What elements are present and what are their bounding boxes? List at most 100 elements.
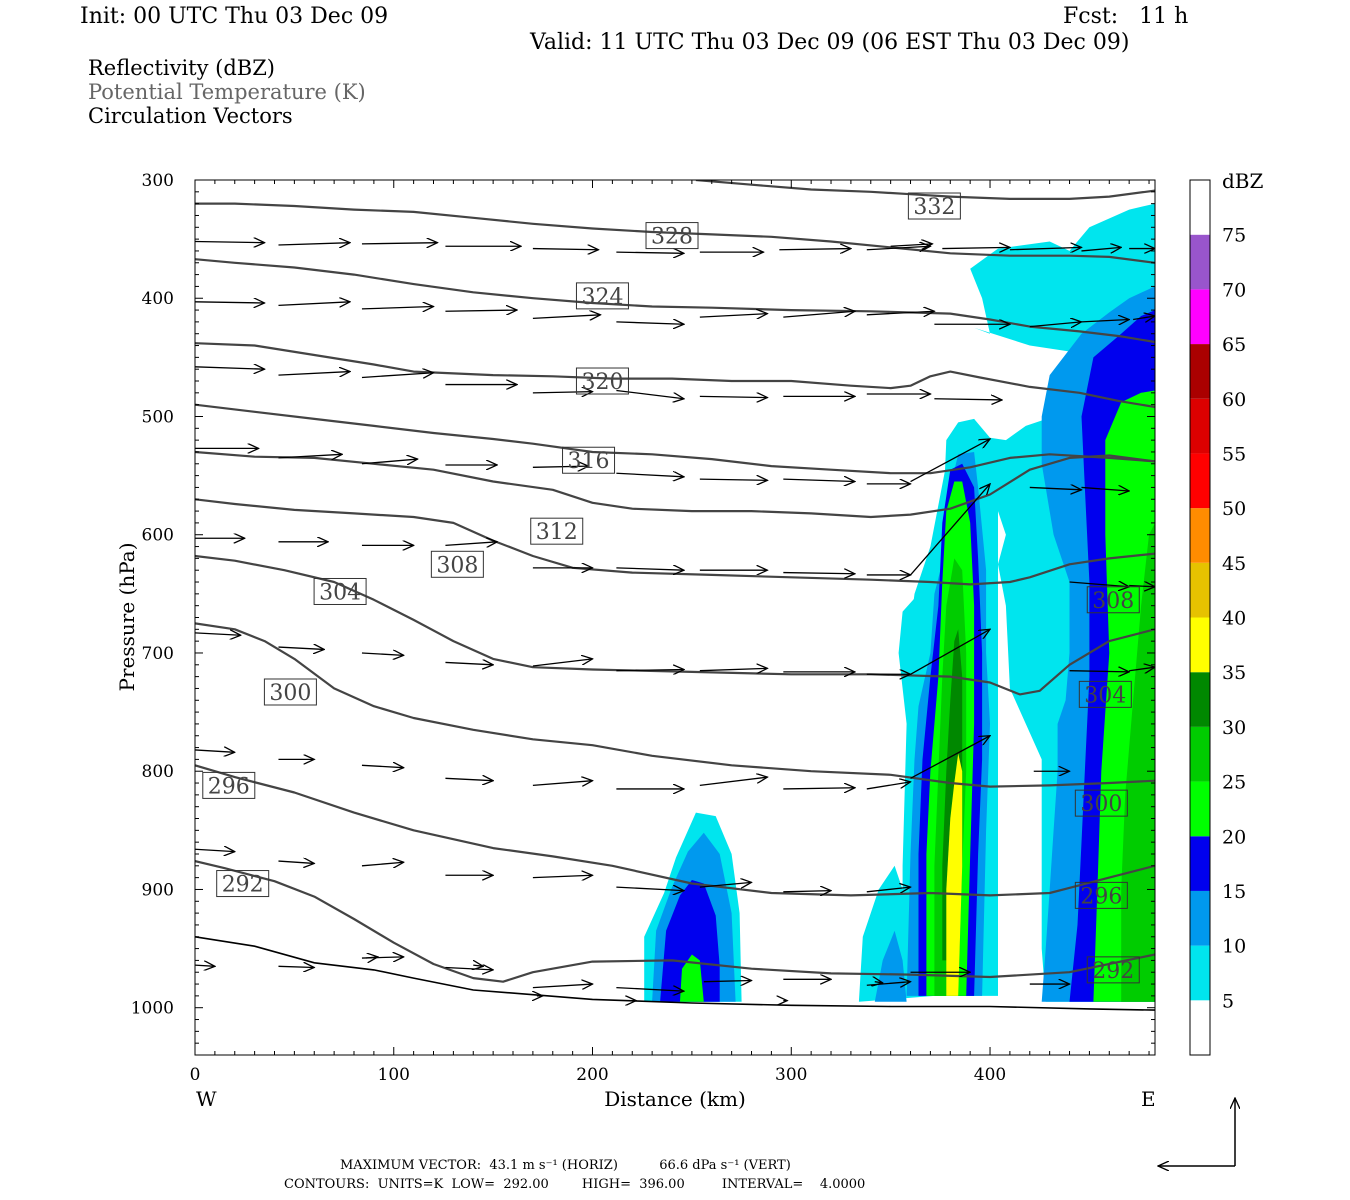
theta-label-text: 304 <box>1084 683 1126 708</box>
contours-note: CONTOURS: UNITS=K LOW= 292.00 HIGH= 396.… <box>284 1177 866 1192</box>
circulation-vector <box>783 311 855 318</box>
circulation-vector <box>1133 316 1155 320</box>
colorbar-label: 35 <box>1222 662 1246 684</box>
colorbar-label: 15 <box>1222 881 1246 903</box>
y-axis-title: Pressure (hPa) <box>115 543 139 692</box>
circulation-vector <box>195 241 265 242</box>
theta-label-text: 320 <box>581 370 623 395</box>
circulation-vector <box>1129 586 1155 587</box>
circulation-vector <box>783 573 855 574</box>
theta-contour-312 <box>195 450 1155 519</box>
colorbar-swatch <box>1190 180 1210 235</box>
circulation-vector <box>699 314 768 318</box>
circulation-vector <box>278 861 314 863</box>
theta-label-box <box>1078 680 1132 708</box>
circulation-vector <box>866 246 931 250</box>
theta-label-316: 316 <box>562 446 616 474</box>
theta-label-box <box>430 550 484 578</box>
circulation-vector <box>361 243 438 244</box>
colorbar-label: 45 <box>1222 553 1246 575</box>
colorbar-swatch <box>1190 672 1210 727</box>
theta-label-296: 296 <box>1074 881 1128 909</box>
circulation-vector <box>699 777 768 787</box>
circulation-vector <box>445 662 493 664</box>
circulation-vector <box>616 322 684 324</box>
y-tick-label: 400 <box>142 289 174 309</box>
circulation-vector <box>532 315 601 319</box>
theta-label-box <box>575 282 629 310</box>
colorbar-label: 75 <box>1222 225 1246 247</box>
x-tick-label: 0 <box>190 1065 201 1085</box>
y-tick-label: 900 <box>142 880 174 900</box>
y-tick-label: 500 <box>142 407 174 427</box>
theta-label-text: 300 <box>269 681 311 706</box>
west-label: W <box>196 1087 217 1111</box>
reference-vector-icon <box>1158 1098 1235 1166</box>
theta-label-292: 292 <box>216 870 270 898</box>
colorbar-label: 25 <box>1222 772 1246 794</box>
colorbar-label: 50 <box>1222 498 1246 520</box>
circulation-vector <box>699 668 768 670</box>
colorbar-label: 60 <box>1222 389 1246 411</box>
theta-label-text: 300 <box>1080 792 1122 817</box>
circulation-vector <box>278 372 350 376</box>
circulation-vector <box>361 307 434 309</box>
colorbar-swatch <box>1190 344 1210 399</box>
y-tick-label: 300 <box>142 171 174 191</box>
colorbar-swatch <box>1190 562 1210 618</box>
circulation-vector <box>699 882 752 887</box>
colorbar-label: 5 <box>1222 990 1234 1012</box>
theta-label-box <box>907 192 961 220</box>
y-tick-label: 1000 <box>131 999 174 1019</box>
colorbar-label: 20 <box>1222 826 1246 848</box>
circulation-vector <box>866 782 911 790</box>
theta-label-box <box>645 222 699 250</box>
circulation-vector <box>1069 671 1130 672</box>
circulation-vector <box>445 542 497 546</box>
circulation-vector <box>616 473 684 477</box>
circulation-vector <box>532 781 593 786</box>
theta-label-308: 308 <box>1086 586 1140 614</box>
x-axis-title: Distance (km) <box>604 1087 746 1111</box>
circulation-vector <box>361 373 434 378</box>
circulation-vector <box>365 957 378 958</box>
circulation-vector <box>361 765 404 767</box>
x-tick-label: 200 <box>576 1065 608 1085</box>
colorbar-swatch <box>1190 1000 1210 1055</box>
theta-label-box <box>575 367 629 395</box>
theta-label-304: 304 <box>313 577 367 605</box>
vectors-field-label: Circulation Vectors <box>88 104 293 128</box>
theta-label-text: 316 <box>568 449 610 474</box>
colorbar-swatch <box>1190 453 1210 509</box>
x-tick-label: 400 <box>974 1065 1006 1085</box>
theta-label-304: 304 <box>1078 680 1132 708</box>
theta-field-label: Potential Temperature (K) <box>88 80 366 104</box>
circulation-vector <box>783 479 855 481</box>
circulation-vector <box>278 302 350 306</box>
reflectivity-field-label: Reflectivity (dBZ) <box>88 56 276 80</box>
circulation-vector <box>942 247 1010 248</box>
theta-label-320: 320 <box>575 367 629 395</box>
theta-label-box <box>1086 956 1140 984</box>
circulation-vector <box>1081 487 1129 491</box>
circulation-vector <box>783 891 831 892</box>
circulation-vector <box>1081 320 1129 322</box>
circulation-vector <box>616 252 684 253</box>
theta-label-332: 332 <box>907 192 961 220</box>
valid-time: Valid: 11 UTC Thu 03 Dec 09 (06 EST Thu … <box>530 30 1130 55</box>
theta-label-292: 292 <box>1086 956 1140 984</box>
circulation-vector <box>616 568 684 570</box>
theta-label-300: 300 <box>1074 789 1128 817</box>
theta-label-box <box>202 771 256 799</box>
theta-label-box <box>1074 789 1128 817</box>
reflectivity-area-25dbz <box>1121 522 1155 1002</box>
circulation-vector <box>616 670 684 671</box>
circulation-vector <box>445 310 517 311</box>
circulation-vector <box>361 653 404 655</box>
circulation-vector <box>890 244 933 246</box>
theta-label-text: 328 <box>651 225 693 250</box>
theta-label-328: 328 <box>645 222 699 250</box>
circulation-vector <box>445 778 493 780</box>
colorbar-swatch <box>1190 617 1210 673</box>
